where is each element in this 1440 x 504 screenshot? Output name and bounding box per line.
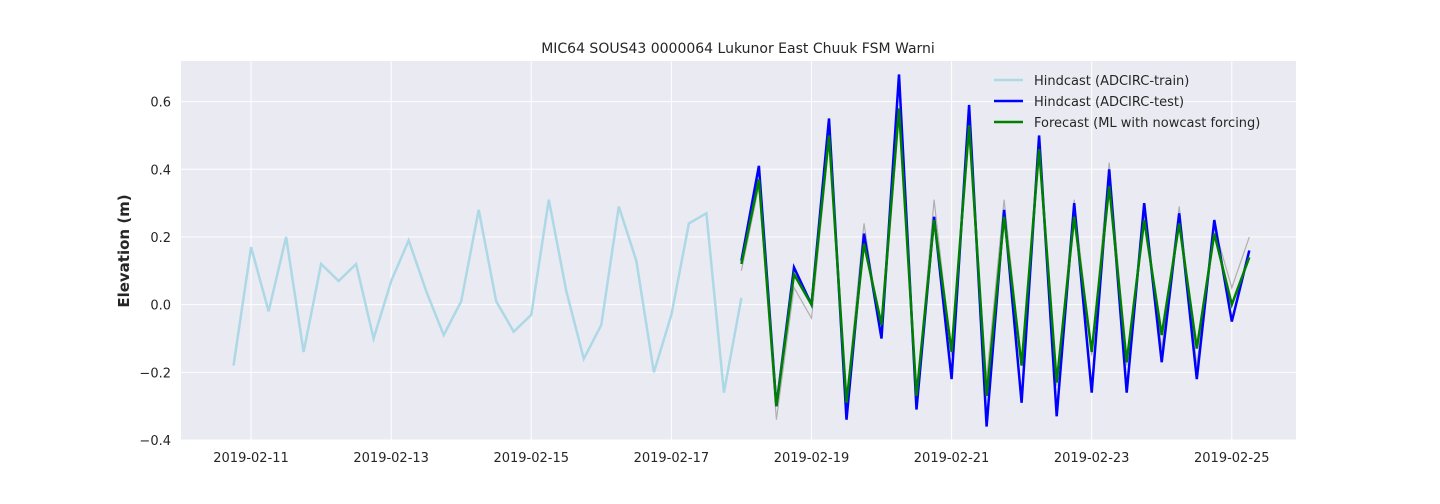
y-tick-label: 0.2 <box>150 231 171 246</box>
series-line-forecast <box>740 108 1251 407</box>
x-tick-label: 2019-02-25 <box>1194 451 1270 466</box>
x-tick-label: 2019-02-11 <box>213 451 289 466</box>
x-tick-label: 2019-02-21 <box>914 451 990 466</box>
x-tick-label: 2019-02-15 <box>493 451 569 466</box>
series-line-train <box>232 199 743 393</box>
x-axis-ticks: 2019-02-11 2019-02-13 2019-02-15 2019-02-17… <box>213 451 1269 466</box>
legend-label-forecast: Forecast (ML with nowcast forcing) <box>1034 116 1260 131</box>
y-tick-label: −0.2 <box>139 366 171 381</box>
series-lines <box>232 74 1251 427</box>
legend-label-train: Hindcast (ADCIRC-train) <box>1034 74 1189 89</box>
y-axis-ticks: −0.4 −0.2 0.0 0.2 0.4 0.6 <box>139 96 171 449</box>
plot-area <box>181 61 1296 440</box>
x-tick-label: 2019-02-17 <box>634 451 710 466</box>
x-tick-label: 2019-02-19 <box>774 451 850 466</box>
y-tick-label: 0.0 <box>150 299 171 314</box>
legend-label-test: Hindcast (ADCIRC-test) <box>1034 95 1184 110</box>
legend: Hindcast (ADCIRC-train) Hindcast (ADCIRC-… <box>994 74 1260 131</box>
x-tick-label: 2019-02-13 <box>353 451 429 466</box>
y-tick-label: 0.6 <box>150 96 171 111</box>
y-tick-label: −0.4 <box>139 434 171 449</box>
y-tick-label: 0.4 <box>150 163 171 178</box>
chart-title: MIC64 SOUS43 0000064 Lukunor East Chuuk … <box>541 41 935 57</box>
x-tick-label: 2019-02-23 <box>1054 451 1130 466</box>
y-axis-label: Elevation (m) <box>115 194 133 307</box>
